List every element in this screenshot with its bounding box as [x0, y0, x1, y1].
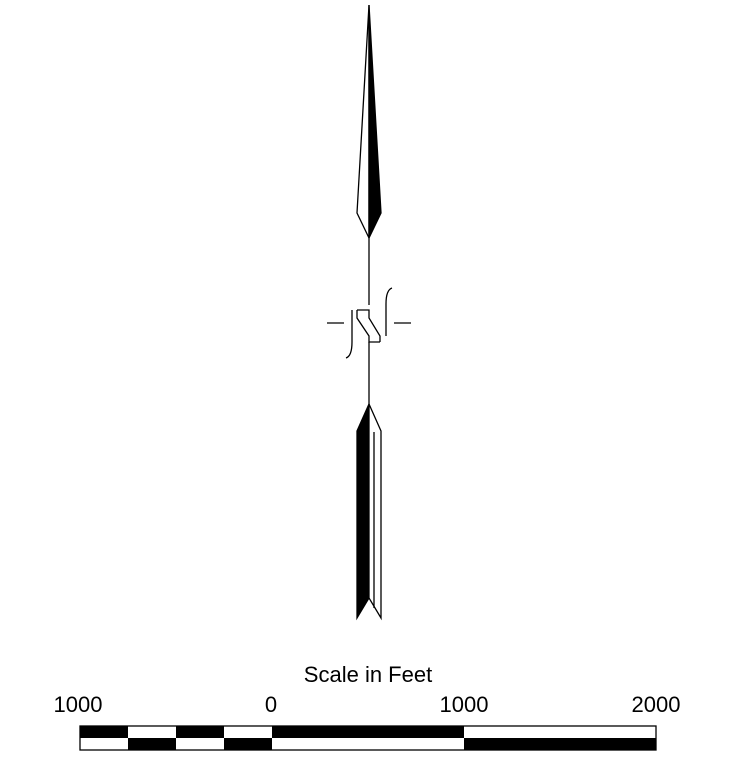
- scale-tick-label: 0: [265, 692, 277, 717]
- north-arrow-upper-needle: [356, 4, 382, 239]
- scale-segment: [272, 738, 464, 750]
- scale-segment: [128, 738, 176, 750]
- scale-segment: [80, 726, 128, 738]
- scale-segment: [80, 738, 128, 750]
- scale-tick-label: 2000: [632, 692, 681, 717]
- scale-tick-label: 1000: [54, 692, 103, 717]
- north-arrow-icon: [327, 4, 411, 621]
- scale-segment: [176, 726, 224, 738]
- scale-segment: [224, 726, 272, 738]
- scale-bar: Scale in Feet 1000 0 1000 2000: [54, 662, 681, 751]
- scale-segment: [224, 738, 272, 750]
- scale-segment: [464, 726, 656, 738]
- scale-bar-outline: [79, 725, 657, 751]
- scale-segment: [272, 726, 464, 738]
- scale-segment: [176, 738, 224, 750]
- scale-tick-label: 1000: [440, 692, 489, 717]
- north-symbol-icon: [327, 287, 411, 359]
- scale-segment: [464, 738, 656, 750]
- north-arrow-lower-tail: [356, 403, 382, 621]
- scale-bar-segments: [79, 725, 657, 751]
- scale-title: Scale in Feet: [304, 662, 432, 687]
- scale-segment: [128, 726, 176, 738]
